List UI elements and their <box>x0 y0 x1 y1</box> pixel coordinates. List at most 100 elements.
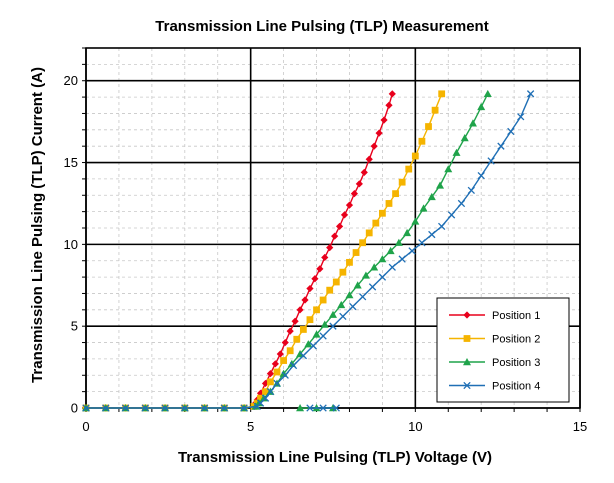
data-point <box>299 326 307 333</box>
data-point <box>438 222 446 231</box>
point-stroke <box>428 230 436 239</box>
data-point <box>319 296 327 304</box>
data-point <box>444 165 453 173</box>
point-stroke <box>487 157 495 165</box>
data-point <box>306 284 314 293</box>
data-point <box>82 404 90 412</box>
data-point <box>273 379 281 388</box>
data-point <box>526 90 535 98</box>
data-point <box>405 165 413 173</box>
legend-item: Position 2 <box>449 334 540 346</box>
data-point <box>352 249 360 256</box>
y-tick-label: 0 <box>71 401 78 416</box>
point-stroke <box>477 171 485 180</box>
point-stroke <box>408 247 416 255</box>
data-point <box>477 171 485 180</box>
legend-marker <box>463 311 471 319</box>
data-point <box>392 190 399 198</box>
data-point <box>378 273 387 281</box>
data-point <box>507 127 515 136</box>
point-stroke <box>200 404 209 412</box>
point-stroke <box>319 332 327 340</box>
y-tick-label: 10 <box>64 237 78 252</box>
data-point <box>256 389 265 397</box>
y-tick-label: 5 <box>71 319 78 334</box>
data-point <box>293 335 301 343</box>
data-point <box>261 394 270 402</box>
point-stroke <box>388 263 396 271</box>
point-stroke <box>309 342 317 350</box>
point-stroke <box>358 293 367 301</box>
data-point <box>271 360 279 368</box>
series-4 <box>82 90 535 412</box>
point-stroke <box>220 404 228 412</box>
data-point <box>273 368 281 376</box>
x-tick-label: 5 <box>247 419 254 434</box>
point-stroke <box>121 404 130 412</box>
data-point <box>350 190 359 198</box>
legend-label: Position 1 <box>492 310 540 322</box>
legend-label: Position 2 <box>492 334 540 346</box>
data-point <box>438 90 446 98</box>
data-point <box>468 119 477 127</box>
point-stroke <box>418 239 426 247</box>
point-stroke <box>261 394 270 402</box>
data-point <box>281 371 289 379</box>
legend-label: Position 4 <box>492 381 540 393</box>
data-point <box>447 211 456 219</box>
data-point <box>339 268 347 276</box>
data-point <box>266 370 275 378</box>
point-stroke <box>273 379 281 388</box>
data-point <box>345 291 354 299</box>
data-point <box>326 244 334 252</box>
data-point <box>483 89 492 98</box>
data-point <box>477 102 486 111</box>
point-stroke <box>281 371 289 379</box>
data-point <box>358 293 367 301</box>
data-point <box>332 404 340 412</box>
legend-marker <box>463 381 471 390</box>
data-point <box>312 330 321 338</box>
point-stroke <box>467 186 475 195</box>
data-point <box>467 186 475 195</box>
data-point <box>254 399 263 407</box>
point-stroke <box>240 404 248 412</box>
plot-area: 0 5 10 15 0 5 10 15 20 <box>64 47 587 434</box>
point-stroke <box>438 222 446 231</box>
data-point <box>372 219 380 227</box>
data-point <box>457 199 466 208</box>
data-point <box>240 404 248 412</box>
data-point <box>286 347 294 355</box>
data-point <box>281 338 289 347</box>
data-point <box>280 357 287 364</box>
point-stroke <box>319 404 327 412</box>
data-point <box>257 394 264 402</box>
data-point <box>340 211 349 219</box>
legend-item: Position 1 <box>449 310 540 322</box>
data-point <box>385 101 393 109</box>
data-point <box>346 258 353 266</box>
point-stroke <box>447 211 456 219</box>
data-point <box>379 209 386 217</box>
x-axis-label: Transmission Line Pulsing (TLP) Voltage … <box>178 449 492 466</box>
series-line <box>86 93 532 409</box>
data-point <box>431 106 439 114</box>
point-stroke <box>266 387 275 396</box>
data-point <box>403 228 412 237</box>
data-point <box>306 404 314 412</box>
point-stroke <box>368 283 377 291</box>
data-point <box>181 404 189 412</box>
data-point <box>360 168 368 176</box>
point-stroke <box>82 404 90 412</box>
data-point <box>319 332 327 340</box>
data-point <box>349 302 357 311</box>
data-point <box>487 157 495 165</box>
data-point <box>259 394 268 402</box>
data-point <box>332 278 340 286</box>
x-tick-label: 15 <box>573 419 587 434</box>
data-point <box>220 404 228 412</box>
point-stroke <box>299 351 308 360</box>
data-point <box>411 217 420 225</box>
data-point <box>460 134 469 142</box>
